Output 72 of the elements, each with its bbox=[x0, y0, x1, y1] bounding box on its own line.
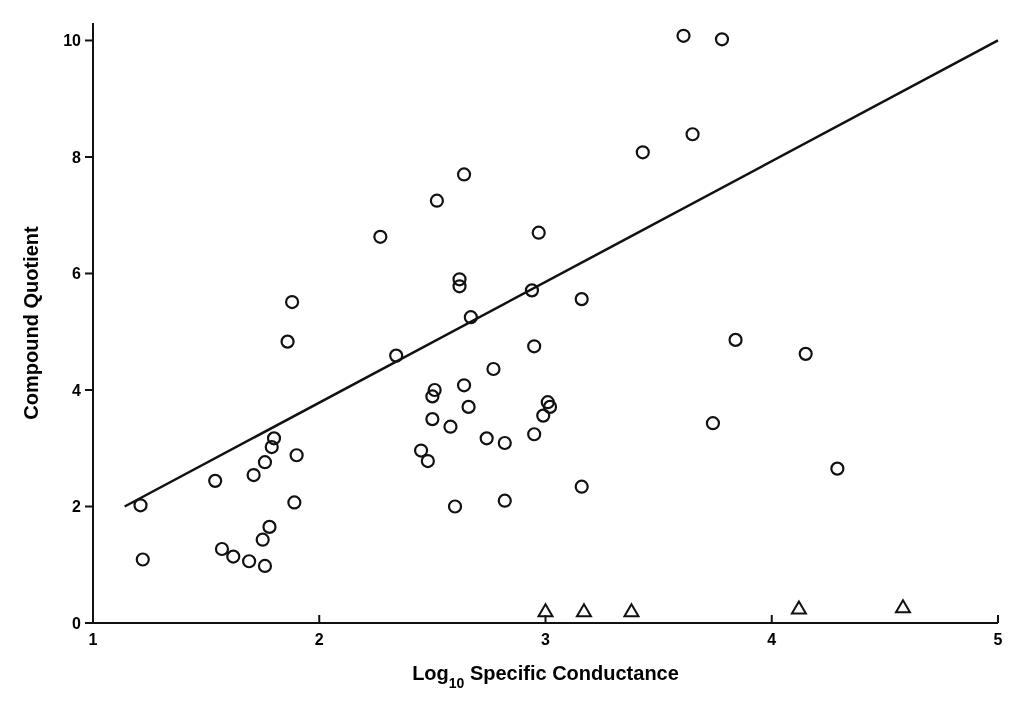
point bbox=[389, 348, 404, 363]
x-tick-label: 4 bbox=[767, 631, 777, 648]
point bbox=[798, 346, 813, 361]
y-tick-label: 0 bbox=[72, 615, 82, 632]
point bbox=[790, 600, 807, 615]
point bbox=[289, 448, 304, 463]
point bbox=[456, 378, 472, 393]
point bbox=[133, 498, 148, 513]
point bbox=[280, 334, 295, 349]
x-tick-label: 2 bbox=[314, 631, 324, 648]
x-tick-label: 3 bbox=[541, 631, 551, 648]
point bbox=[705, 416, 721, 431]
point bbox=[524, 283, 540, 298]
point bbox=[285, 294, 300, 310]
point bbox=[463, 310, 478, 325]
point bbox=[531, 225, 546, 240]
point bbox=[135, 552, 150, 567]
point bbox=[527, 339, 542, 354]
point bbox=[214, 541, 230, 557]
point bbox=[676, 28, 691, 43]
point bbox=[427, 382, 442, 398]
point bbox=[537, 603, 554, 618]
point bbox=[540, 395, 555, 410]
point bbox=[574, 479, 589, 494]
point bbox=[262, 519, 277, 534]
point bbox=[685, 127, 700, 142]
point bbox=[830, 461, 845, 476]
y-tick-label: 2 bbox=[72, 498, 82, 516]
x-axis-title: Log$_{10}$ Specific Conductance bbox=[412, 662, 679, 691]
point bbox=[257, 455, 273, 470]
point bbox=[287, 495, 302, 510]
point bbox=[894, 599, 911, 614]
point bbox=[420, 453, 435, 469]
point bbox=[728, 332, 743, 347]
point bbox=[536, 408, 551, 423]
point bbox=[226, 549, 241, 564]
point bbox=[497, 493, 512, 508]
point bbox=[429, 193, 444, 208]
point bbox=[635, 145, 650, 160]
point bbox=[255, 532, 270, 547]
point bbox=[208, 473, 223, 488]
point bbox=[447, 499, 463, 514]
point bbox=[452, 279, 467, 294]
point bbox=[242, 554, 257, 569]
point bbox=[425, 412, 440, 427]
y-tick-label: 10 bbox=[63, 32, 82, 50]
y-tick-label: 4 bbox=[72, 381, 82, 399]
point bbox=[542, 399, 558, 414]
point bbox=[497, 435, 512, 451]
point bbox=[575, 603, 592, 618]
point bbox=[257, 558, 273, 574]
point bbox=[486, 361, 501, 377]
point bbox=[714, 32, 730, 47]
point bbox=[456, 167, 472, 182]
point bbox=[574, 292, 589, 307]
point bbox=[443, 419, 458, 434]
y-tick-label: 6 bbox=[72, 265, 82, 283]
point bbox=[479, 431, 494, 446]
point bbox=[246, 467, 261, 483]
point bbox=[425, 389, 440, 404]
point bbox=[527, 427, 542, 442]
point bbox=[452, 272, 467, 287]
point bbox=[373, 229, 388, 244]
point bbox=[461, 399, 476, 414]
point bbox=[623, 603, 640, 618]
y-axis-title: Compound Quotient bbox=[20, 226, 42, 420]
point bbox=[264, 439, 279, 455]
x-tick-label: 1 bbox=[88, 631, 98, 648]
point bbox=[413, 443, 429, 458]
x-tick-label: 5 bbox=[993, 631, 1003, 648]
y-tick-label: 8 bbox=[72, 148, 82, 166]
point bbox=[266, 431, 282, 446]
